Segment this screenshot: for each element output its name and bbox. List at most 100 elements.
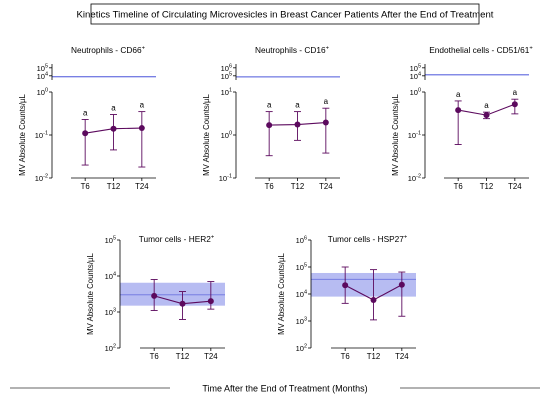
panel-title: Neutrophils - CD16+ bbox=[255, 45, 330, 55]
upper-y-tick-label-base: 10 bbox=[37, 64, 45, 73]
x-category-label: T6 bbox=[265, 182, 274, 191]
x-category-label: T12 bbox=[107, 182, 120, 191]
figure-title-box bbox=[90, 3, 480, 25]
significance-label: a bbox=[111, 103, 116, 112]
y-tick-label: 105 bbox=[296, 263, 307, 273]
y-tick-label-exp: 1 bbox=[229, 88, 232, 94]
data-point bbox=[151, 292, 158, 299]
y-tick-label-base: 10 bbox=[408, 131, 416, 140]
y-tick-label-base: 10 bbox=[219, 174, 227, 183]
upper-y-tick-label-exp: 4 bbox=[418, 71, 421, 77]
data-point bbox=[483, 112, 490, 119]
footer-axis-label: Time After the End of Treatment (Months) bbox=[202, 384, 367, 394]
x-category-label: T24 bbox=[204, 352, 218, 361]
chart-panel-3: Endothelial cells - CD51/61+10510410010-… bbox=[391, 45, 533, 191]
upper-y-tick-label-exp: 5 bbox=[45, 63, 48, 69]
upper-y-tick-label: 106 bbox=[221, 63, 232, 73]
y-tick-label: 102 bbox=[296, 344, 307, 354]
data-point bbox=[179, 300, 186, 307]
data-point bbox=[294, 121, 301, 128]
data-point bbox=[322, 119, 329, 126]
y-tick-label: 103 bbox=[296, 317, 307, 327]
y-tick-label-exp: 0 bbox=[418, 88, 421, 94]
significance-label: a bbox=[295, 101, 300, 110]
y-tick-label-base: 10 bbox=[105, 308, 113, 317]
panel-title-sup: + bbox=[529, 46, 533, 52]
figure-title: Kinetics Timeline of Circulating Microve… bbox=[77, 10, 494, 21]
upper-y-tick-label: 104 bbox=[410, 71, 421, 81]
y-tick-label: 10-2 bbox=[35, 174, 48, 184]
y-tick-label-base: 10 bbox=[35, 131, 43, 140]
reference-band bbox=[120, 282, 225, 306]
data-point bbox=[207, 298, 214, 305]
y-tick-label-base: 10 bbox=[105, 236, 113, 245]
y-axis-title: MV Absolute Counts/µL bbox=[18, 94, 27, 176]
y-tick-label-base: 10 bbox=[296, 263, 304, 272]
y-tick-label-exp: 5 bbox=[304, 263, 307, 269]
x-category-label: T12 bbox=[176, 352, 189, 361]
y-tick-label: 101 bbox=[221, 88, 232, 98]
y-tick-label-base: 10 bbox=[221, 88, 229, 97]
panel-title-sup: + bbox=[326, 46, 330, 52]
data-point bbox=[398, 281, 405, 288]
y-tick-label-base: 10 bbox=[221, 131, 229, 140]
y-tick-label-exp: -2 bbox=[416, 174, 421, 180]
y-tick-label-exp: 4 bbox=[113, 272, 116, 278]
y-tick-label-base: 10 bbox=[105, 344, 113, 353]
data-point bbox=[138, 125, 145, 132]
panel-title-sup: + bbox=[142, 46, 146, 52]
y-tick-label-base: 10 bbox=[37, 88, 45, 97]
upper-y-tick-label-base: 10 bbox=[37, 72, 45, 81]
y-tick-label: 104 bbox=[105, 272, 116, 282]
x-category-label: T12 bbox=[367, 352, 380, 361]
y-tick-label-exp: -1 bbox=[416, 131, 421, 137]
y-tick-label-base: 10 bbox=[35, 174, 43, 183]
y-axis-title: MV Absolute Counts/µL bbox=[277, 253, 286, 335]
y-tick-label-exp: 0 bbox=[229, 131, 232, 137]
x-category-label: T24 bbox=[508, 182, 522, 191]
x-category-label: T24 bbox=[319, 182, 333, 191]
y-axis-title: MV Absolute Counts/µL bbox=[86, 253, 95, 335]
x-category-label: T6 bbox=[150, 352, 159, 361]
y-tick-label-exp: 0 bbox=[45, 88, 48, 94]
significance-label: a bbox=[324, 97, 329, 106]
significance-label: a bbox=[267, 101, 272, 110]
y-tick-label-base: 10 bbox=[410, 88, 418, 97]
significance-label: a bbox=[484, 101, 489, 110]
upper-y-tick-label: 105 bbox=[410, 63, 421, 73]
x-category-label: T6 bbox=[454, 182, 463, 191]
x-category-label: T12 bbox=[480, 182, 493, 191]
upper-y-tick-label: 105 bbox=[37, 63, 48, 73]
panel-title-text: Tumor cells - HER2 bbox=[139, 234, 211, 244]
y-tick-label: 100 bbox=[37, 88, 48, 98]
data-point bbox=[370, 296, 377, 303]
upper-y-tick-label-exp: 4 bbox=[45, 71, 48, 77]
y-tick-label-base: 10 bbox=[296, 236, 304, 245]
y-tick-label: 10-2 bbox=[408, 174, 421, 184]
y-axis-title: MV Absolute Counts/µL bbox=[391, 94, 400, 176]
data-point bbox=[455, 107, 462, 114]
y-tick-label-base: 10 bbox=[296, 317, 304, 326]
y-tick-label: 104 bbox=[296, 290, 307, 300]
y-tick-label-exp: 5 bbox=[113, 236, 116, 242]
data-point bbox=[511, 101, 518, 108]
data-point bbox=[110, 125, 117, 132]
y-tick-label: 10-1 bbox=[408, 131, 421, 141]
panel-title: Endothelial cells - CD51/61+ bbox=[429, 45, 533, 55]
y-tick-label-exp: -1 bbox=[43, 131, 48, 137]
y-tick-label-exp: 2 bbox=[304, 344, 307, 350]
x-category-label: T12 bbox=[291, 182, 304, 191]
upper-y-tick-label-exp: 6 bbox=[229, 63, 232, 69]
y-tick-label-exp: 2 bbox=[113, 344, 116, 350]
y-tick-label: 100 bbox=[410, 88, 421, 98]
x-category-label: T24 bbox=[395, 352, 409, 361]
y-tick-label-exp: 3 bbox=[113, 308, 116, 314]
y-tick-label: 10-1 bbox=[219, 174, 232, 184]
y-tick-label: 103 bbox=[105, 308, 116, 318]
upper-y-tick-label-base: 10 bbox=[410, 64, 418, 73]
